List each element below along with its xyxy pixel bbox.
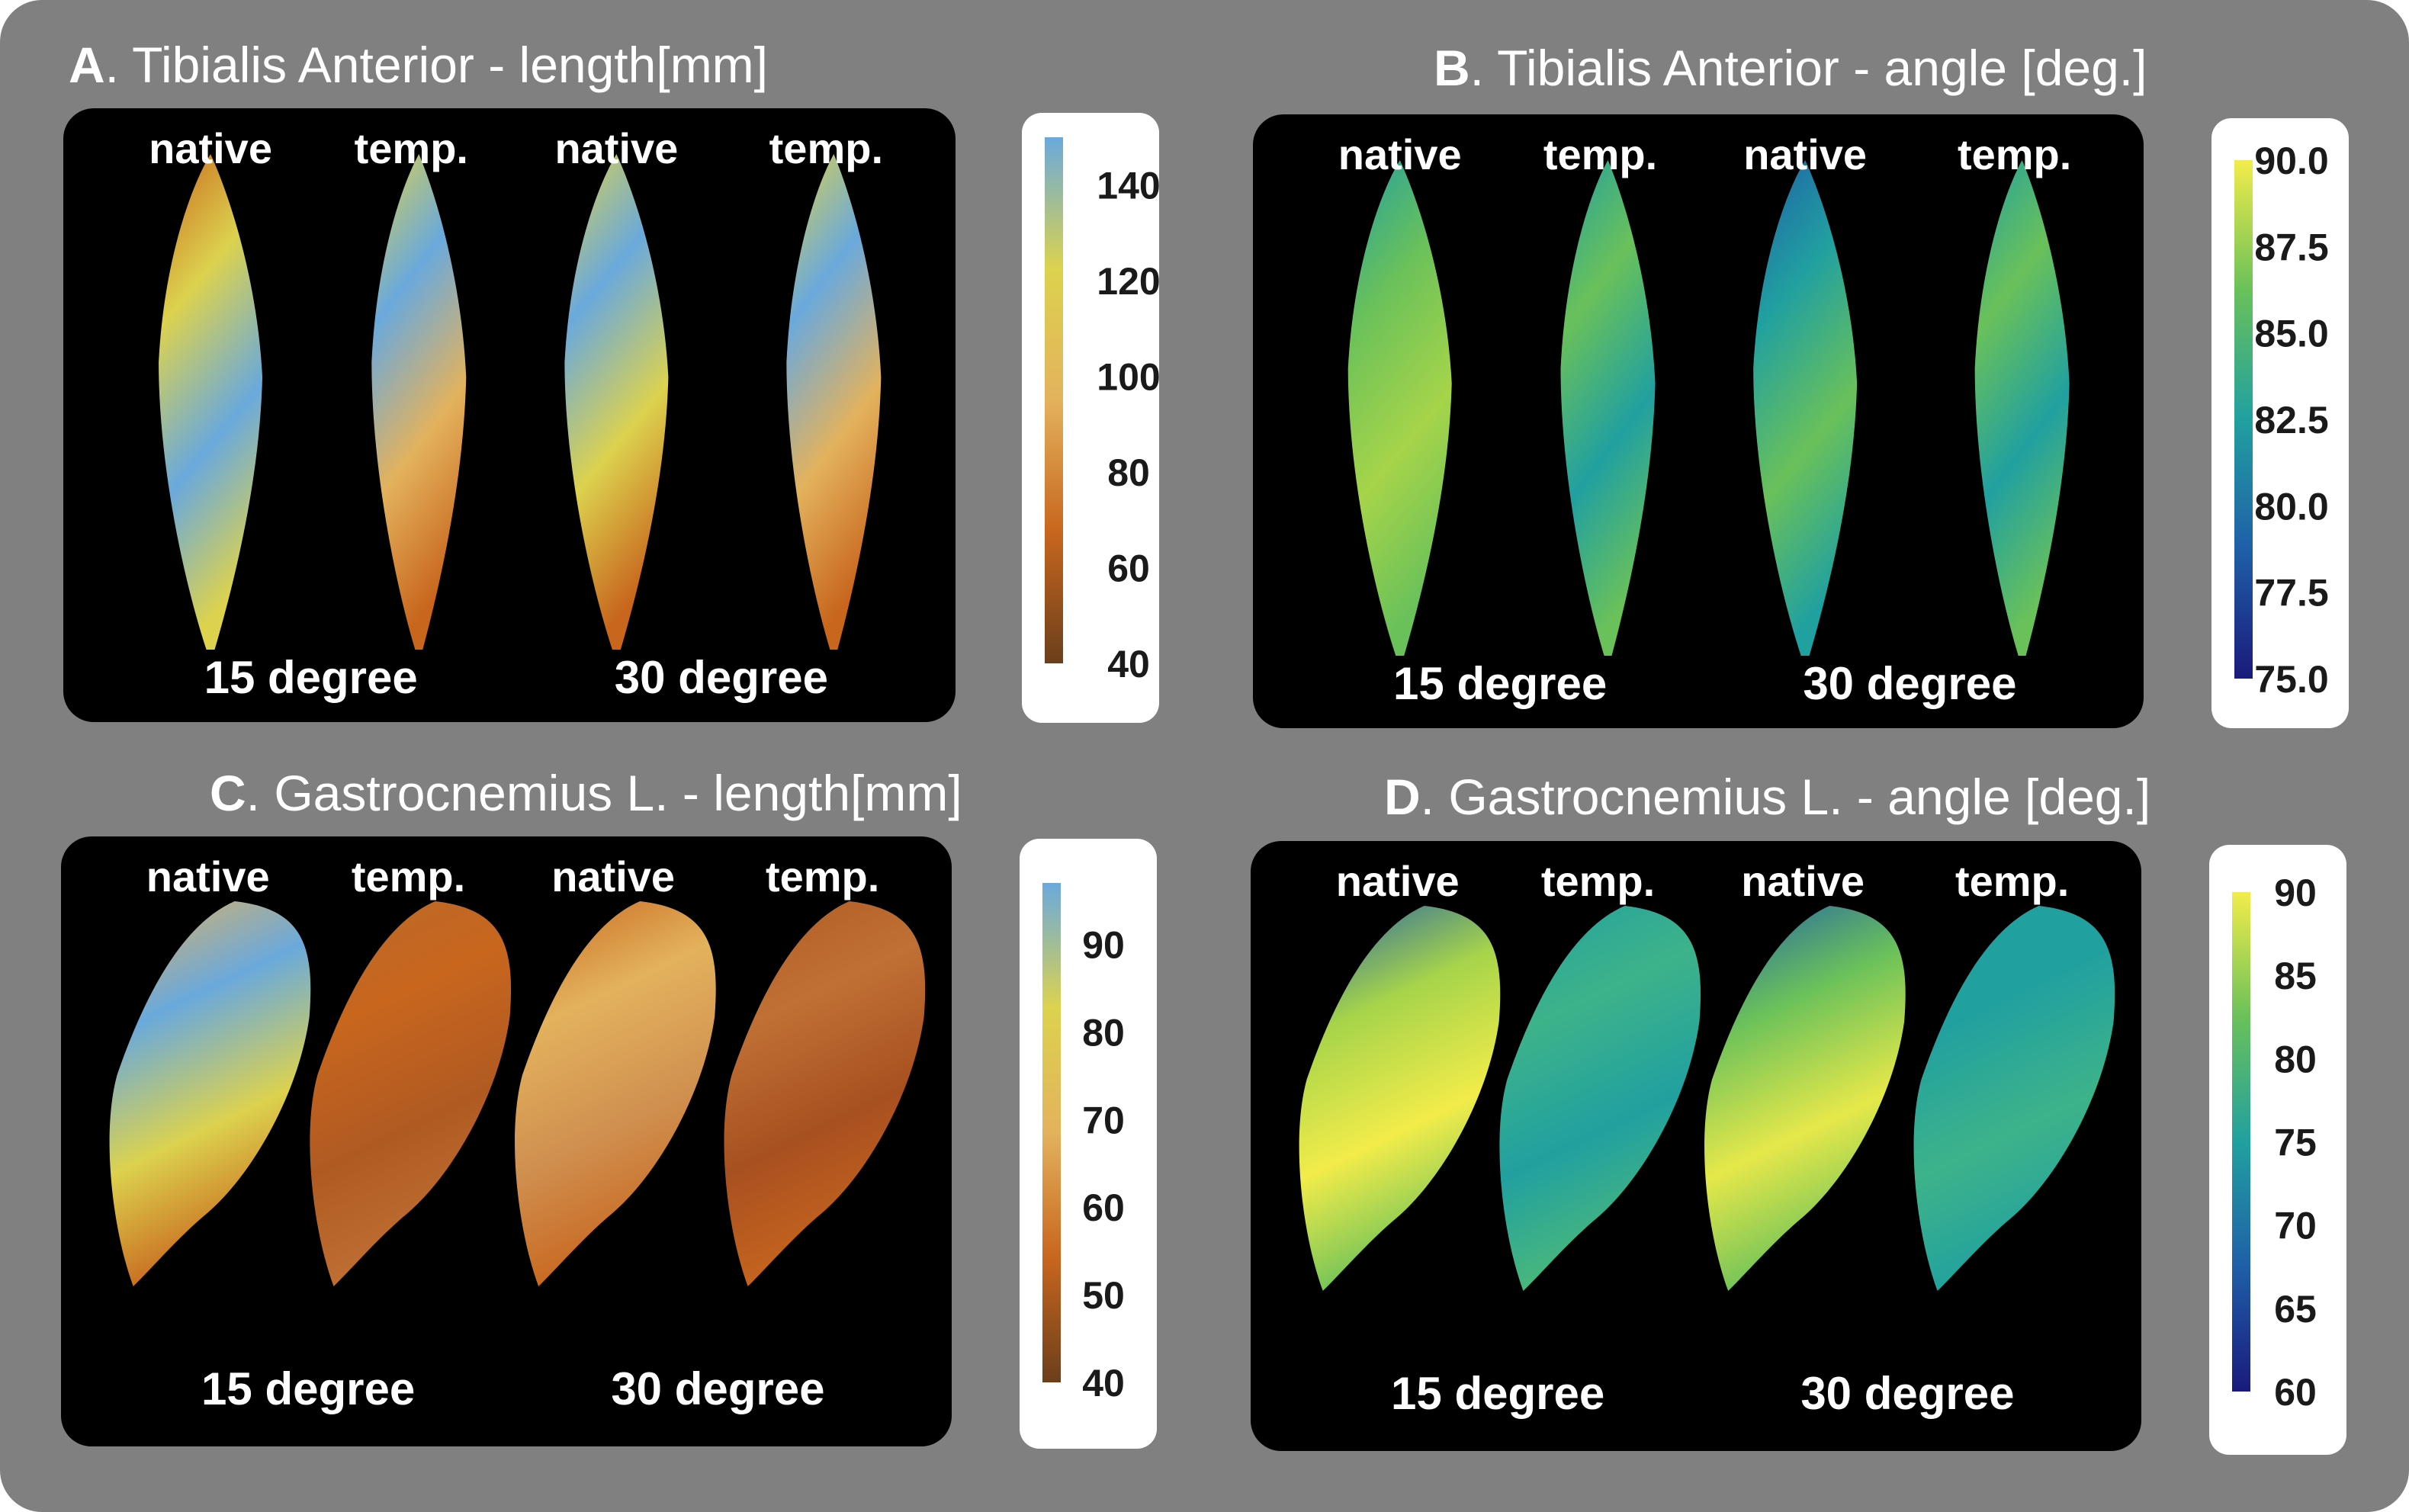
colorbar-tick-label: 75 <box>2274 1122 2317 1164</box>
image-background <box>63 108 956 722</box>
column-label: temp. <box>355 124 468 172</box>
colorbar-tick-label: 65 <box>2274 1288 2317 1331</box>
column-label: native <box>554 124 678 172</box>
column-label: temp. <box>766 852 879 900</box>
muscle-map <box>724 901 926 1286</box>
angle-label: 30 degree <box>1803 658 2016 709</box>
panel-title: C. Gastrocnemius L. - length[mm] <box>210 765 962 821</box>
column-label: native <box>1338 130 1462 178</box>
panel-letter: D <box>1384 769 1421 825</box>
muscle-map <box>1913 906 2115 1291</box>
colorbar-tick-label: 60 <box>1107 547 1150 590</box>
column-label: native <box>149 124 272 172</box>
colorbar <box>1045 137 1063 663</box>
panel-title-text: . Gastrocnemius L. - angle [deg.] <box>1421 769 2150 825</box>
angle-label: 15 degree <box>204 652 418 703</box>
colorbar-tick-label: 70 <box>1082 1099 1125 1141</box>
colorbar-tick-label: 85.0 <box>2254 313 2328 355</box>
colorbar-tick-label: 70 <box>2274 1205 2317 1247</box>
column-label: temp. <box>1955 857 2069 905</box>
colorbar-tick-label: 60 <box>2274 1371 2317 1414</box>
colorbar-tick-label: 80.0 <box>2254 485 2328 528</box>
column-label: temp. <box>352 852 465 900</box>
panel-title: B. Tibialis Anterior - angle [deg.] <box>1434 40 2147 96</box>
muscle-map <box>310 901 512 1286</box>
panel-title-text: . Tibialis Anterior - length[mm] <box>105 37 768 93</box>
colorbar-tick-label: 87.5 <box>2254 226 2328 268</box>
column-label: native <box>1743 130 1867 178</box>
panel-d: D. Gastrocnemius L. - angle [deg.] native… <box>1251 769 2346 1455</box>
column-label: temp. <box>1541 857 1655 905</box>
muscle-map <box>371 154 467 650</box>
colorbar <box>2232 892 2250 1392</box>
panel-a: A. Tibialis Anterior - length[mm] native t… <box>63 37 1161 723</box>
column-label: native <box>1741 857 1865 905</box>
column-label: temp. <box>1543 130 1657 178</box>
colorbar-tick-label: 85 <box>2274 955 2317 997</box>
muscle-map <box>159 154 263 650</box>
panel-letter: C <box>210 765 246 821</box>
column-label: native <box>146 852 270 900</box>
colorbar-tick-label: 120 <box>1097 260 1160 303</box>
colorbar-tick-label: 40 <box>1107 643 1150 685</box>
colorbar-tick-label: 80 <box>1107 451 1150 494</box>
colorbar <box>1042 883 1061 1382</box>
panel-title: D. Gastrocnemius L. - angle [deg.] <box>1384 769 2150 825</box>
muscle-map <box>1299 906 1501 1291</box>
colorbar-tick-label: 80 <box>1082 1011 1125 1054</box>
angle-label: 30 degree <box>615 652 828 703</box>
column-label: temp. <box>1958 130 2071 178</box>
angle-label: 15 degree <box>1391 1368 1604 1419</box>
panel-b: B. Tibialis Anterior - angle [deg.]nativ… <box>1253 40 2349 728</box>
muscle-map <box>109 901 311 1286</box>
muscle-map <box>1560 160 1656 656</box>
colorbar-tick-label: 50 <box>1082 1274 1125 1317</box>
panel-c: C. Gastrocnemius L. - length[mm] native te… <box>61 765 1157 1449</box>
colorbar-tick-label: 80 <box>2274 1038 2317 1080</box>
image-background <box>1253 114 2144 728</box>
colorbar-tick-label: 140 <box>1097 165 1160 207</box>
colorbar-tick-label: 82.5 <box>2254 399 2328 441</box>
panel-title-text: . Tibialis Anterior - angle [deg.] <box>1470 40 2147 96</box>
colorbar-tick-label: 75.0 <box>2254 658 2328 701</box>
muscle-map <box>515 901 716 1286</box>
muscle-map <box>1753 160 1858 656</box>
colorbar-tick-label: 90 <box>1082 923 1125 966</box>
panels-layer: A. Tibialis Anterior - length[mm] native t… <box>61 37 2349 1455</box>
panel-letter: A <box>69 37 105 93</box>
muscle-map <box>1347 160 1452 656</box>
muscle-map <box>1499 906 1701 1291</box>
column-label: native <box>551 852 675 900</box>
colorbar-tick-label: 77.5 <box>2254 572 2328 615</box>
muscle-map <box>564 154 669 650</box>
panel-letter: B <box>1434 40 1470 96</box>
colorbar-tick-label: 90.0 <box>2254 140 2328 182</box>
column-label: native <box>1336 857 1460 905</box>
column-label: temp. <box>769 124 883 172</box>
panel-title: A. Tibialis Anterior - length[mm] <box>69 37 768 93</box>
panel-title-text: . Gastrocnemius L. - length[mm] <box>246 765 962 821</box>
muscle-map <box>1974 160 2070 656</box>
angle-label: 15 degree <box>1393 658 1607 709</box>
colorbar-tick-label: 90 <box>2274 872 2317 914</box>
colorbar-tick-label: 40 <box>1082 1362 1125 1404</box>
muscle-map <box>786 154 882 650</box>
muscle-map <box>1704 906 1906 1291</box>
angle-label: 15 degree <box>201 1363 415 1414</box>
colorbar-tick-label: 100 <box>1097 356 1160 399</box>
angle-label: 30 degree <box>1800 1368 2014 1419</box>
colorbar <box>2234 160 2253 679</box>
colorbar-tick-label: 60 <box>1082 1186 1125 1229</box>
angle-label: 30 degree <box>611 1363 824 1414</box>
